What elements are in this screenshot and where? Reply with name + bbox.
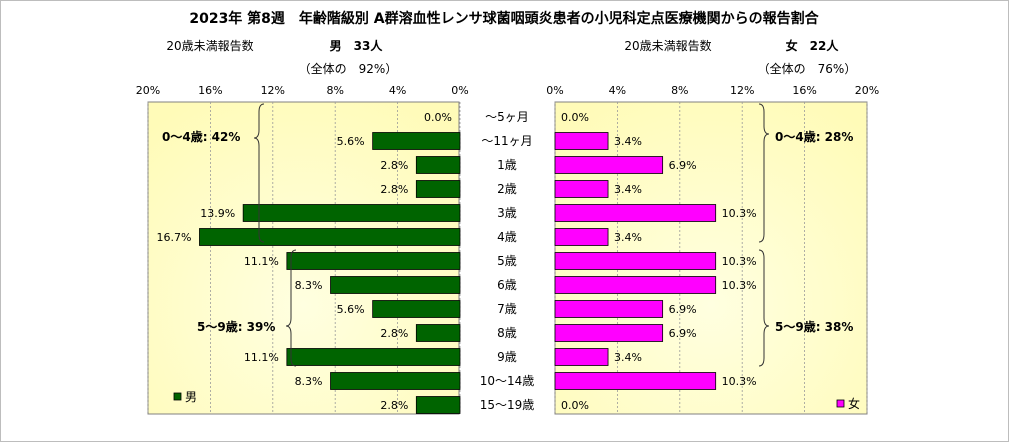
male-bar — [372, 132, 461, 150]
female-value-label: 10.3% — [722, 255, 757, 268]
female-value-label: 3.4% — [614, 183, 642, 196]
female-bar — [554, 276, 717, 294]
male-value-label: 2.8% — [380, 159, 408, 172]
category-label: ～11ヶ月 — [481, 134, 532, 148]
male-tick-label: 20% — [136, 84, 160, 97]
female-legend-swatch — [836, 399, 845, 408]
male-tick-label: 12% — [261, 84, 285, 97]
category-label: 4歳 — [497, 230, 517, 244]
female-bar — [554, 180, 609, 198]
male-bar — [330, 372, 461, 390]
female-value-label: 3.4% — [614, 351, 642, 364]
female-group1-brace — [758, 103, 770, 243]
female-value-label: 10.3% — [722, 375, 757, 388]
male-bar — [330, 276, 461, 294]
category-label: 3歳 — [497, 206, 517, 220]
female-value-label: 6.9% — [669, 303, 697, 316]
male-bar — [372, 300, 461, 318]
male-bar — [286, 348, 461, 366]
category-label: ～5ヶ月 — [485, 110, 529, 124]
category-label: 9歳 — [497, 350, 517, 364]
male-value-label: 13.9% — [200, 207, 235, 220]
male-group1-label: 0～4歳: 42% — [162, 129, 240, 144]
female-tick-label: 0% — [546, 84, 563, 97]
female-bar — [554, 300, 664, 318]
male-value-label: 11.1% — [244, 255, 279, 268]
female-bar — [554, 204, 717, 222]
male-value-label: 0.0% — [424, 111, 452, 124]
male-group1-brace — [253, 103, 265, 243]
male-count: 男 33人 — [330, 38, 384, 53]
female-bar — [554, 324, 664, 342]
female-value-label: 10.3% — [722, 207, 757, 220]
female-tick-label: 16% — [792, 84, 816, 97]
female-value-label: 0.0% — [561, 111, 589, 124]
male-bar — [415, 180, 461, 198]
male-legend-label: 男 — [185, 390, 197, 404]
category-label: 7歳 — [497, 302, 517, 316]
female-bar — [554, 156, 664, 174]
female-value-label: 10.3% — [722, 279, 757, 292]
female-value-label: 3.4% — [614, 231, 642, 244]
male-value-label: 5.6% — [337, 303, 365, 316]
category-label: 8歳 — [497, 326, 517, 340]
female-group2-brace — [758, 249, 770, 367]
female-bar — [554, 132, 609, 150]
female-tick-label: 4% — [609, 84, 626, 97]
female-tick-label: 12% — [730, 84, 754, 97]
male-tick-label: 16% — [198, 84, 222, 97]
female-value-label: 0.0% — [561, 399, 589, 412]
male-value-label: 2.8% — [380, 399, 408, 412]
female-bar — [554, 252, 717, 270]
female-under20-label: 20歳未満報告数 — [624, 38, 711, 53]
male-bar — [415, 396, 461, 414]
female-value-label: 6.9% — [669, 327, 697, 340]
category-label: 10～14歳 — [480, 374, 535, 388]
male-tick-label: 8% — [326, 84, 343, 97]
male-bar — [415, 324, 461, 342]
male-group2-brace — [285, 249, 297, 367]
male-bar — [415, 156, 461, 174]
chart-title: 2023年 第8週 年齢階級別 A群溶血性レンサ球菌咽頭炎患者の小児科定点医療機… — [189, 10, 819, 27]
female-value-label: 6.9% — [669, 159, 697, 172]
category-label: 5歳 — [497, 254, 517, 268]
male-value-label: 2.8% — [380, 327, 408, 340]
female-group1-label: 0～4歳: 28% — [775, 129, 853, 144]
male-under20-label: 20歳未満報告数 — [166, 38, 253, 53]
male-legend-swatch — [173, 392, 182, 401]
female-group2-label: 5～9歳: 38% — [775, 319, 853, 334]
male-value-label: 2.8% — [380, 183, 408, 196]
category-label: 6歳 — [497, 278, 517, 292]
male-value-label: 5.6% — [337, 135, 365, 148]
female-bar — [554, 372, 717, 390]
female-share: （全体の 76%） — [758, 61, 857, 76]
male-bar — [242, 204, 461, 222]
female-tick-label: 8% — [671, 84, 688, 97]
male-value-label: 8.3% — [295, 375, 323, 388]
male-value-label: 8.3% — [295, 279, 323, 292]
female-tick-label: 20% — [855, 84, 879, 97]
male-value-label: 11.1% — [244, 351, 279, 364]
female-bar — [554, 228, 609, 246]
male-share: （全体の 92%） — [299, 61, 398, 76]
male-bar — [286, 252, 461, 270]
female-bar — [554, 348, 609, 366]
category-label: 1歳 — [497, 158, 517, 172]
category-label: 2歳 — [497, 182, 517, 196]
male-value-label: 16.7% — [157, 231, 192, 244]
male-bar — [199, 228, 461, 246]
female-legend-label: 女 — [848, 396, 860, 411]
female-count: 女 22人 — [786, 38, 840, 53]
female-value-label: 3.4% — [614, 135, 642, 148]
male-group2-label: 5～9歳: 39% — [197, 319, 275, 334]
male-tick-label: 0% — [451, 84, 468, 97]
male-tick-label: 4% — [389, 84, 406, 97]
category-label: 15～19歳 — [480, 398, 535, 412]
